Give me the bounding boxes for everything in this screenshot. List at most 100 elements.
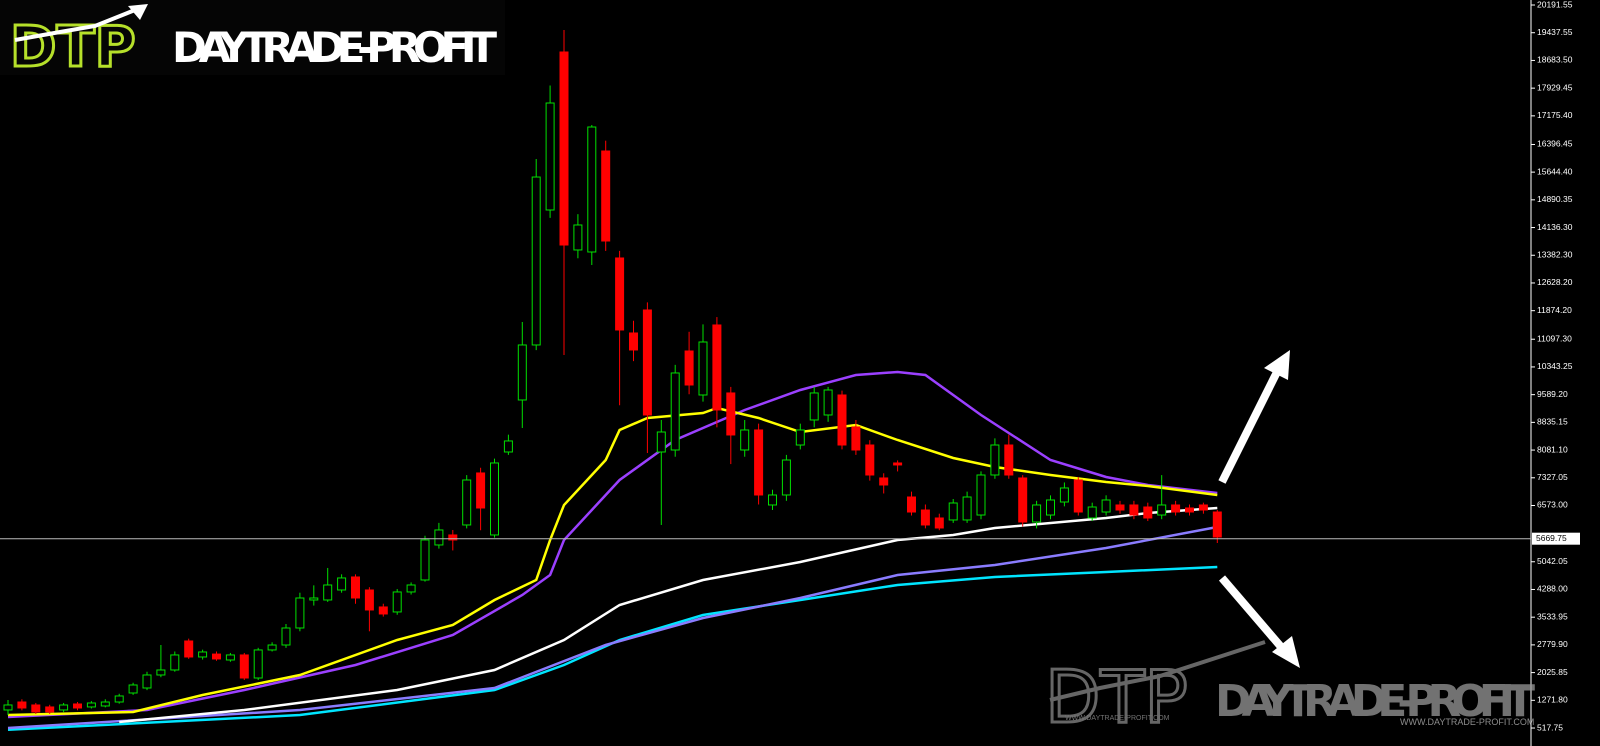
y-tick-label: 517.75 [1537, 722, 1563, 732]
candle-body [1129, 504, 1139, 516]
y-tick-label: 11097.30 [1537, 333, 1572, 343]
candle-body [823, 389, 833, 416]
candle-body [809, 392, 819, 421]
candle-body [712, 324, 722, 411]
watermark-text: DAYTRADE-PROFIT [1215, 676, 1535, 727]
logo-mark: DTP [10, 15, 136, 80]
candle-body [156, 669, 166, 676]
moving-average-line [119, 506, 1218, 724]
candle-body [184, 640, 194, 658]
y-tick-label: 14890.35 [1537, 194, 1573, 204]
y-tick-label: 8081.10 [1537, 444, 1568, 454]
candle-body [768, 494, 777, 506]
candle-body [45, 706, 55, 713]
candle-body [1143, 506, 1153, 519]
candle-body [1046, 499, 1055, 516]
y-tick-label: 1271.80 [1537, 695, 1568, 705]
logo-arrow-head [128, 4, 148, 20]
y-tick-label: 8835.15 [1537, 417, 1568, 427]
up-arrow-head [1264, 350, 1290, 380]
candle-body [559, 51, 569, 246]
candle-body [114, 695, 124, 703]
candle-body [490, 462, 499, 536]
candle-body [59, 704, 69, 711]
candle-body [337, 577, 347, 591]
candle-body [1185, 507, 1194, 513]
y-tick-label: 14136.30 [1537, 222, 1573, 232]
candle-body [17, 701, 27, 709]
candle-body [1059, 487, 1069, 503]
candle-body [476, 472, 486, 509]
candle-body [795, 429, 805, 446]
candle-body [893, 462, 903, 466]
y-tick-label: 6573.00 [1537, 500, 1568, 510]
candle-body [837, 394, 847, 446]
candle-body [364, 589, 374, 611]
y-tick-label: 19437.55 [1537, 27, 1573, 37]
up-arrow [1218, 368, 1282, 484]
y-tick-label: 17175.40 [1537, 110, 1573, 120]
candle-body [879, 477, 889, 486]
candle-body [684, 350, 694, 386]
candle-body [948, 502, 958, 521]
candle-body [378, 606, 388, 615]
candle-body [920, 509, 930, 526]
candle-body [629, 332, 638, 351]
candle-body [531, 176, 541, 346]
candle-body [3, 704, 13, 711]
y-tick-label: 13382.30 [1537, 250, 1573, 260]
y-tick-label: 5042.05 [1537, 556, 1568, 566]
down-arrow-head [1272, 636, 1300, 668]
moving-average-line [7, 565, 1218, 732]
y-tick-label: 10343.25 [1537, 361, 1573, 371]
current-price-label: 5669.75 [1536, 533, 1567, 543]
logo-arrow [14, 6, 141, 42]
candle-body [851, 426, 861, 451]
watermark-arrow [1049, 640, 1266, 702]
candle-body [907, 496, 916, 513]
candle-body [73, 703, 82, 709]
y-tick-label: 20191.55 [1537, 0, 1573, 9]
candle-body [434, 529, 444, 546]
candle-body [656, 431, 666, 453]
candle-body [170, 654, 180, 671]
candle-body [754, 429, 764, 496]
y-tick-label: 18683.50 [1537, 55, 1573, 65]
y-tick-label: 3533.95 [1537, 611, 1568, 621]
candle-body [281, 627, 291, 646]
candle-body [1004, 444, 1014, 476]
candle-body [86, 702, 96, 708]
candle-body [309, 597, 319, 601]
candle-body [267, 644, 277, 651]
candle-body [198, 651, 208, 658]
candle-body [1198, 504, 1208, 511]
y-tick-label: 12628.20 [1537, 277, 1573, 287]
current-price-box [1532, 532, 1580, 545]
candle-body [128, 684, 138, 694]
candle-body [351, 576, 360, 599]
watermark: DTP DAYTRADE-PROFIT WWW.DAYTRADE-PROFIT.… [1044, 640, 1535, 741]
candle-body [601, 150, 611, 242]
logo-box [0, 0, 505, 75]
candle-body [1101, 499, 1111, 513]
candle-body [323, 584, 333, 601]
plot-area [3, 29, 1222, 732]
candle-body [615, 257, 625, 331]
candle-body [1115, 504, 1125, 511]
candle-body [990, 444, 1000, 476]
candle-body [1018, 477, 1028, 523]
candle-body [295, 597, 305, 629]
candle-body [448, 534, 458, 541]
y-tick-label: 16396.45 [1537, 139, 1573, 149]
candle-body [420, 539, 430, 581]
candle-body [100, 701, 110, 707]
y-tick-label: 11874.20 [1537, 305, 1572, 315]
candle-body [503, 440, 513, 453]
candle-body [31, 704, 41, 713]
candle-body [212, 653, 221, 660]
candle-body [976, 474, 986, 516]
moving-average-line [7, 525, 1218, 730]
candle-body [239, 654, 249, 679]
